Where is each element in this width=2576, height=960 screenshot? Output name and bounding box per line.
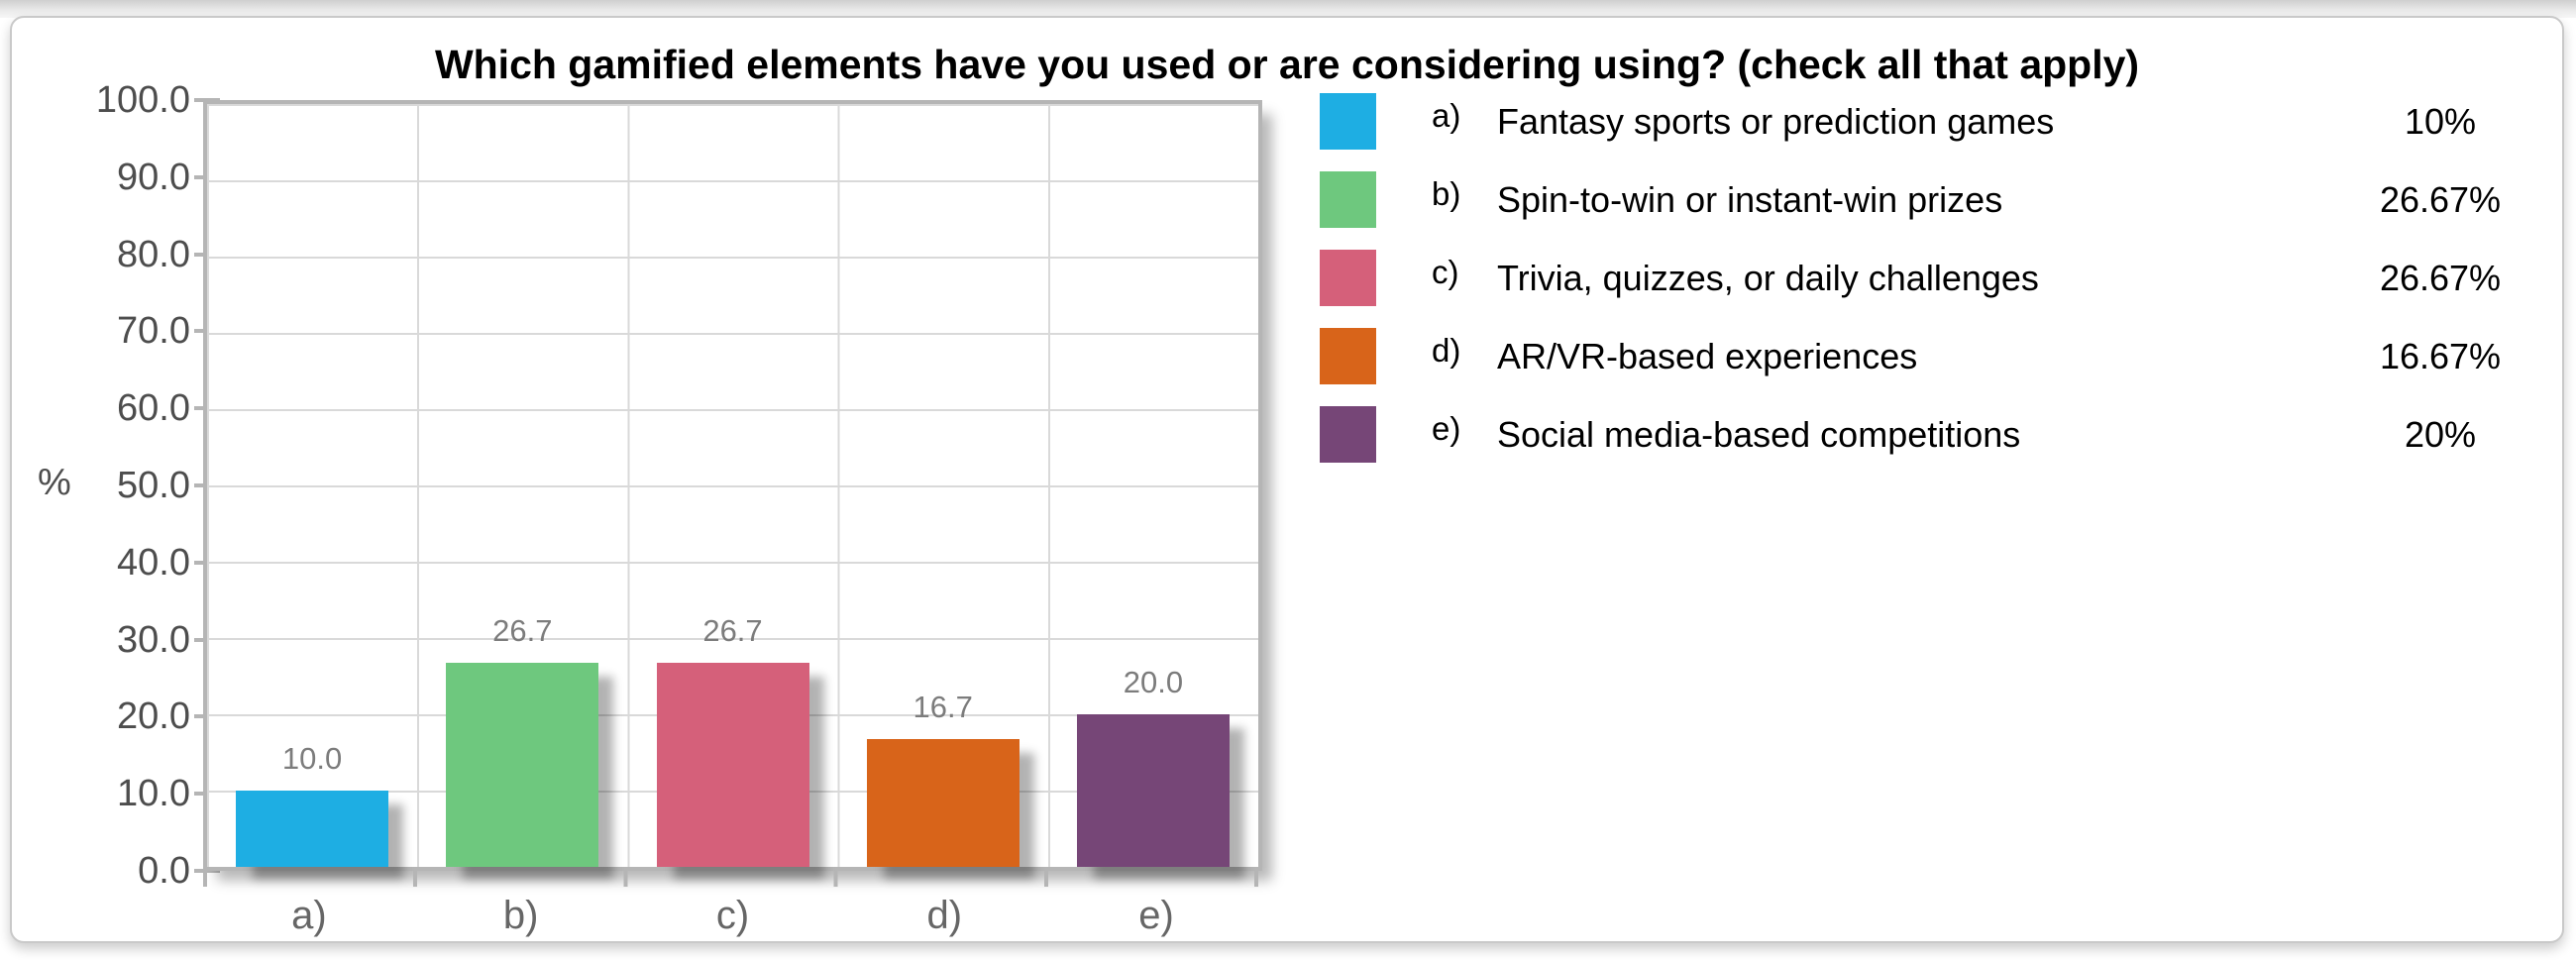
chart-title: Which gamified elements have you used or… — [434, 42, 2140, 87]
legend-letter: a) — [1432, 96, 1461, 134]
legend-row-e: e) Social media-based competitions 20% — [1320, 406, 2564, 463]
bar-c — [656, 663, 809, 867]
bar-b — [446, 663, 599, 867]
bar-e — [1076, 714, 1230, 867]
x-category-label: b) — [502, 894, 539, 937]
legend-swatch-c — [1320, 250, 1376, 306]
legend-label: Social media-based competitions — [1497, 413, 2021, 455]
bar-value-label-d: 16.7 — [912, 690, 973, 725]
legend-swatch-b — [1320, 171, 1376, 228]
y-tick-label: 100.0 — [96, 76, 221, 124]
legend-percent: 20% — [2404, 413, 2477, 455]
legend-row-d: d) AR/VR-based experiences 16.67% — [1320, 328, 2564, 384]
bar-slot-b: 26.7 — [417, 104, 627, 867]
y-tick-label: 0.0 — [138, 847, 220, 895]
y-tick-label: 50.0 — [117, 462, 220, 509]
y-axis-tick-labels: 100.0 90.0 80.0 70.0 60.0 50.0 40.0 30.0… — [40, 76, 221, 895]
bar-value-label-a: 10.0 — [281, 741, 343, 776]
y-tick-label: 60.0 — [117, 384, 220, 432]
bar-slot-c: 26.7 — [627, 104, 837, 867]
legend-swatch-e — [1320, 406, 1376, 463]
bar-value-label-b: 26.7 — [492, 613, 553, 649]
bar-series: 10.0 26.7 26.7 16.7 20.0 — [207, 104, 1258, 867]
legend-percent: 16.67% — [2379, 335, 2502, 376]
y-tick-label: 90.0 — [117, 154, 220, 201]
x-category-label: e) — [1138, 894, 1174, 937]
legend-swatch-d — [1320, 328, 1376, 384]
y-tick-label: 30.0 — [117, 616, 220, 664]
legend-letter: e) — [1432, 409, 1461, 447]
bar-slot-e: 20.0 — [1048, 104, 1258, 867]
legend: a) Fantasy sports or prediction games 10… — [1320, 93, 2564, 484]
bar-d — [866, 739, 1020, 867]
bar-slot-d: 16.7 — [838, 104, 1048, 867]
y-tick-label: 70.0 — [117, 307, 220, 355]
legend-percent: 10% — [2404, 100, 2477, 142]
y-tick-label: 80.0 — [117, 231, 220, 278]
legend-label: Spin-to-win or instant-win prizes — [1497, 178, 2003, 220]
legend-row-a: a) Fantasy sports or prediction games 10… — [1320, 93, 2564, 150]
legend-letter: d) — [1432, 331, 1461, 369]
legend-percent: 26.67% — [2379, 178, 2502, 220]
chart-panel: Which gamified elements have you used or… — [10, 16, 2564, 943]
legend-swatch-a — [1320, 93, 1376, 150]
bar-value-label-c: 26.7 — [702, 613, 763, 649]
y-axis-title: % — [38, 462, 71, 503]
bar-value-label-e: 20.0 — [1123, 665, 1184, 699]
legend-percent: 26.67% — [2379, 257, 2502, 298]
legend-label: Trivia, quizzes, or daily challenges — [1497, 257, 2039, 298]
y-tick-label: 20.0 — [117, 693, 220, 740]
page-top-divider — [0, 0, 2576, 18]
legend-row-b: b) Spin-to-win or instant-win prizes 26.… — [1320, 171, 2564, 228]
legend-letter: c) — [1432, 253, 1459, 290]
x-category-label: d) — [926, 894, 963, 937]
bar-a — [236, 791, 389, 867]
x-category-label: a) — [291, 894, 327, 937]
x-category-label: c) — [715, 894, 750, 937]
y-tick-label: 40.0 — [117, 539, 220, 587]
x-axis-ticks — [203, 871, 1262, 887]
bar-slot-a: 10.0 — [207, 104, 417, 867]
plot-area: 10.0 26.7 26.7 16.7 20.0 — [203, 100, 1262, 871]
legend-row-c: c) Trivia, quizzes, or daily challenges … — [1320, 250, 2564, 306]
legend-letter: b) — [1432, 174, 1461, 212]
legend-label: Fantasy sports or prediction games — [1497, 100, 2055, 142]
y-tick-label: 10.0 — [117, 770, 220, 817]
x-axis-category-labels: a) b) c) d) e) — [203, 894, 1262, 938]
legend-label: AR/VR-based experiences — [1497, 335, 1918, 376]
